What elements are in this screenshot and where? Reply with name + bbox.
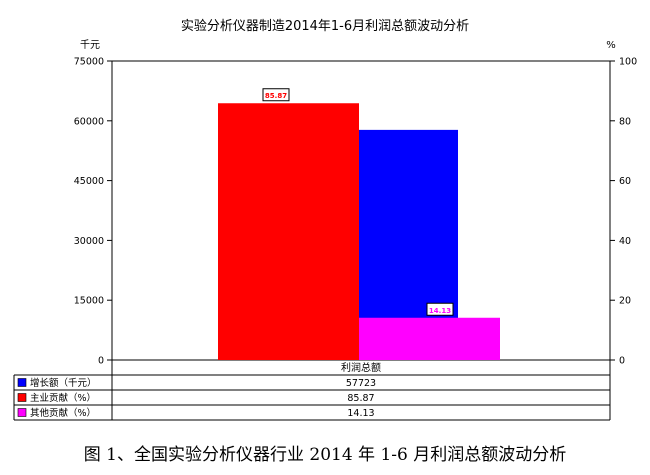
legend-swatch bbox=[17, 393, 27, 402]
left-axis-tick-label: 30000 bbox=[74, 236, 104, 247]
figure-caption: 图 1、全国实验分析仪器行业 2014 年 1-6 月利润总额波动分析 bbox=[83, 445, 567, 465]
chart-title: 实验分析仪器制造2014年1-6月利润总额波动分析 bbox=[181, 18, 469, 34]
right-axis-tick-label: 0 bbox=[619, 356, 625, 367]
svg-text:85.87: 85.87 bbox=[265, 92, 287, 100]
left-axis-tick-label: 75000 bbox=[74, 57, 104, 68]
table-value: 14.13 bbox=[347, 408, 374, 419]
left-axis-tick-label: 60000 bbox=[74, 116, 104, 127]
legend-label: 增长额（千元） bbox=[30, 377, 97, 389]
left-axis-unit: 千元 bbox=[80, 39, 100, 51]
right-axis-tick-label: 100 bbox=[619, 57, 637, 68]
category-label: 利润总额 bbox=[341, 361, 381, 374]
svg-text:14.13: 14.13 bbox=[429, 307, 451, 315]
right-axis-tick-label: 20 bbox=[619, 296, 631, 307]
legend-row-growth: 增长额（千元） 57723 bbox=[17, 377, 376, 389]
bar-main-contribution bbox=[218, 103, 359, 360]
left-axis-tick-label: 15000 bbox=[74, 296, 104, 307]
data-label-other-contribution: 14.13 bbox=[426, 302, 454, 316]
table-value: 57723 bbox=[346, 378, 376, 389]
legend-label: 其他贡献（%） bbox=[30, 407, 96, 419]
right-axis-tick-label: 80 bbox=[619, 116, 631, 127]
right-axis-tick-label: 40 bbox=[619, 236, 631, 247]
right-axis-unit: % bbox=[606, 40, 616, 51]
legend-row-other-contribution: 其他贡献（%） 14.13 bbox=[17, 407, 375, 419]
left-axis-tick-label: 45000 bbox=[74, 176, 104, 187]
table-value: 85.87 bbox=[347, 393, 374, 404]
left-axis-tick-label: 0 bbox=[98, 356, 104, 367]
legend-swatch bbox=[17, 378, 27, 387]
bar-other-contribution bbox=[359, 317, 500, 360]
legend-label: 主业贡献（%） bbox=[30, 392, 96, 404]
right-axis-tick-label: 60 bbox=[619, 176, 631, 187]
legend-swatch bbox=[17, 408, 27, 417]
legend-row-main-contribution: 主业贡献（%） 85.87 bbox=[17, 392, 375, 404]
data-label-main-contribution: 85.87 bbox=[262, 88, 290, 102]
